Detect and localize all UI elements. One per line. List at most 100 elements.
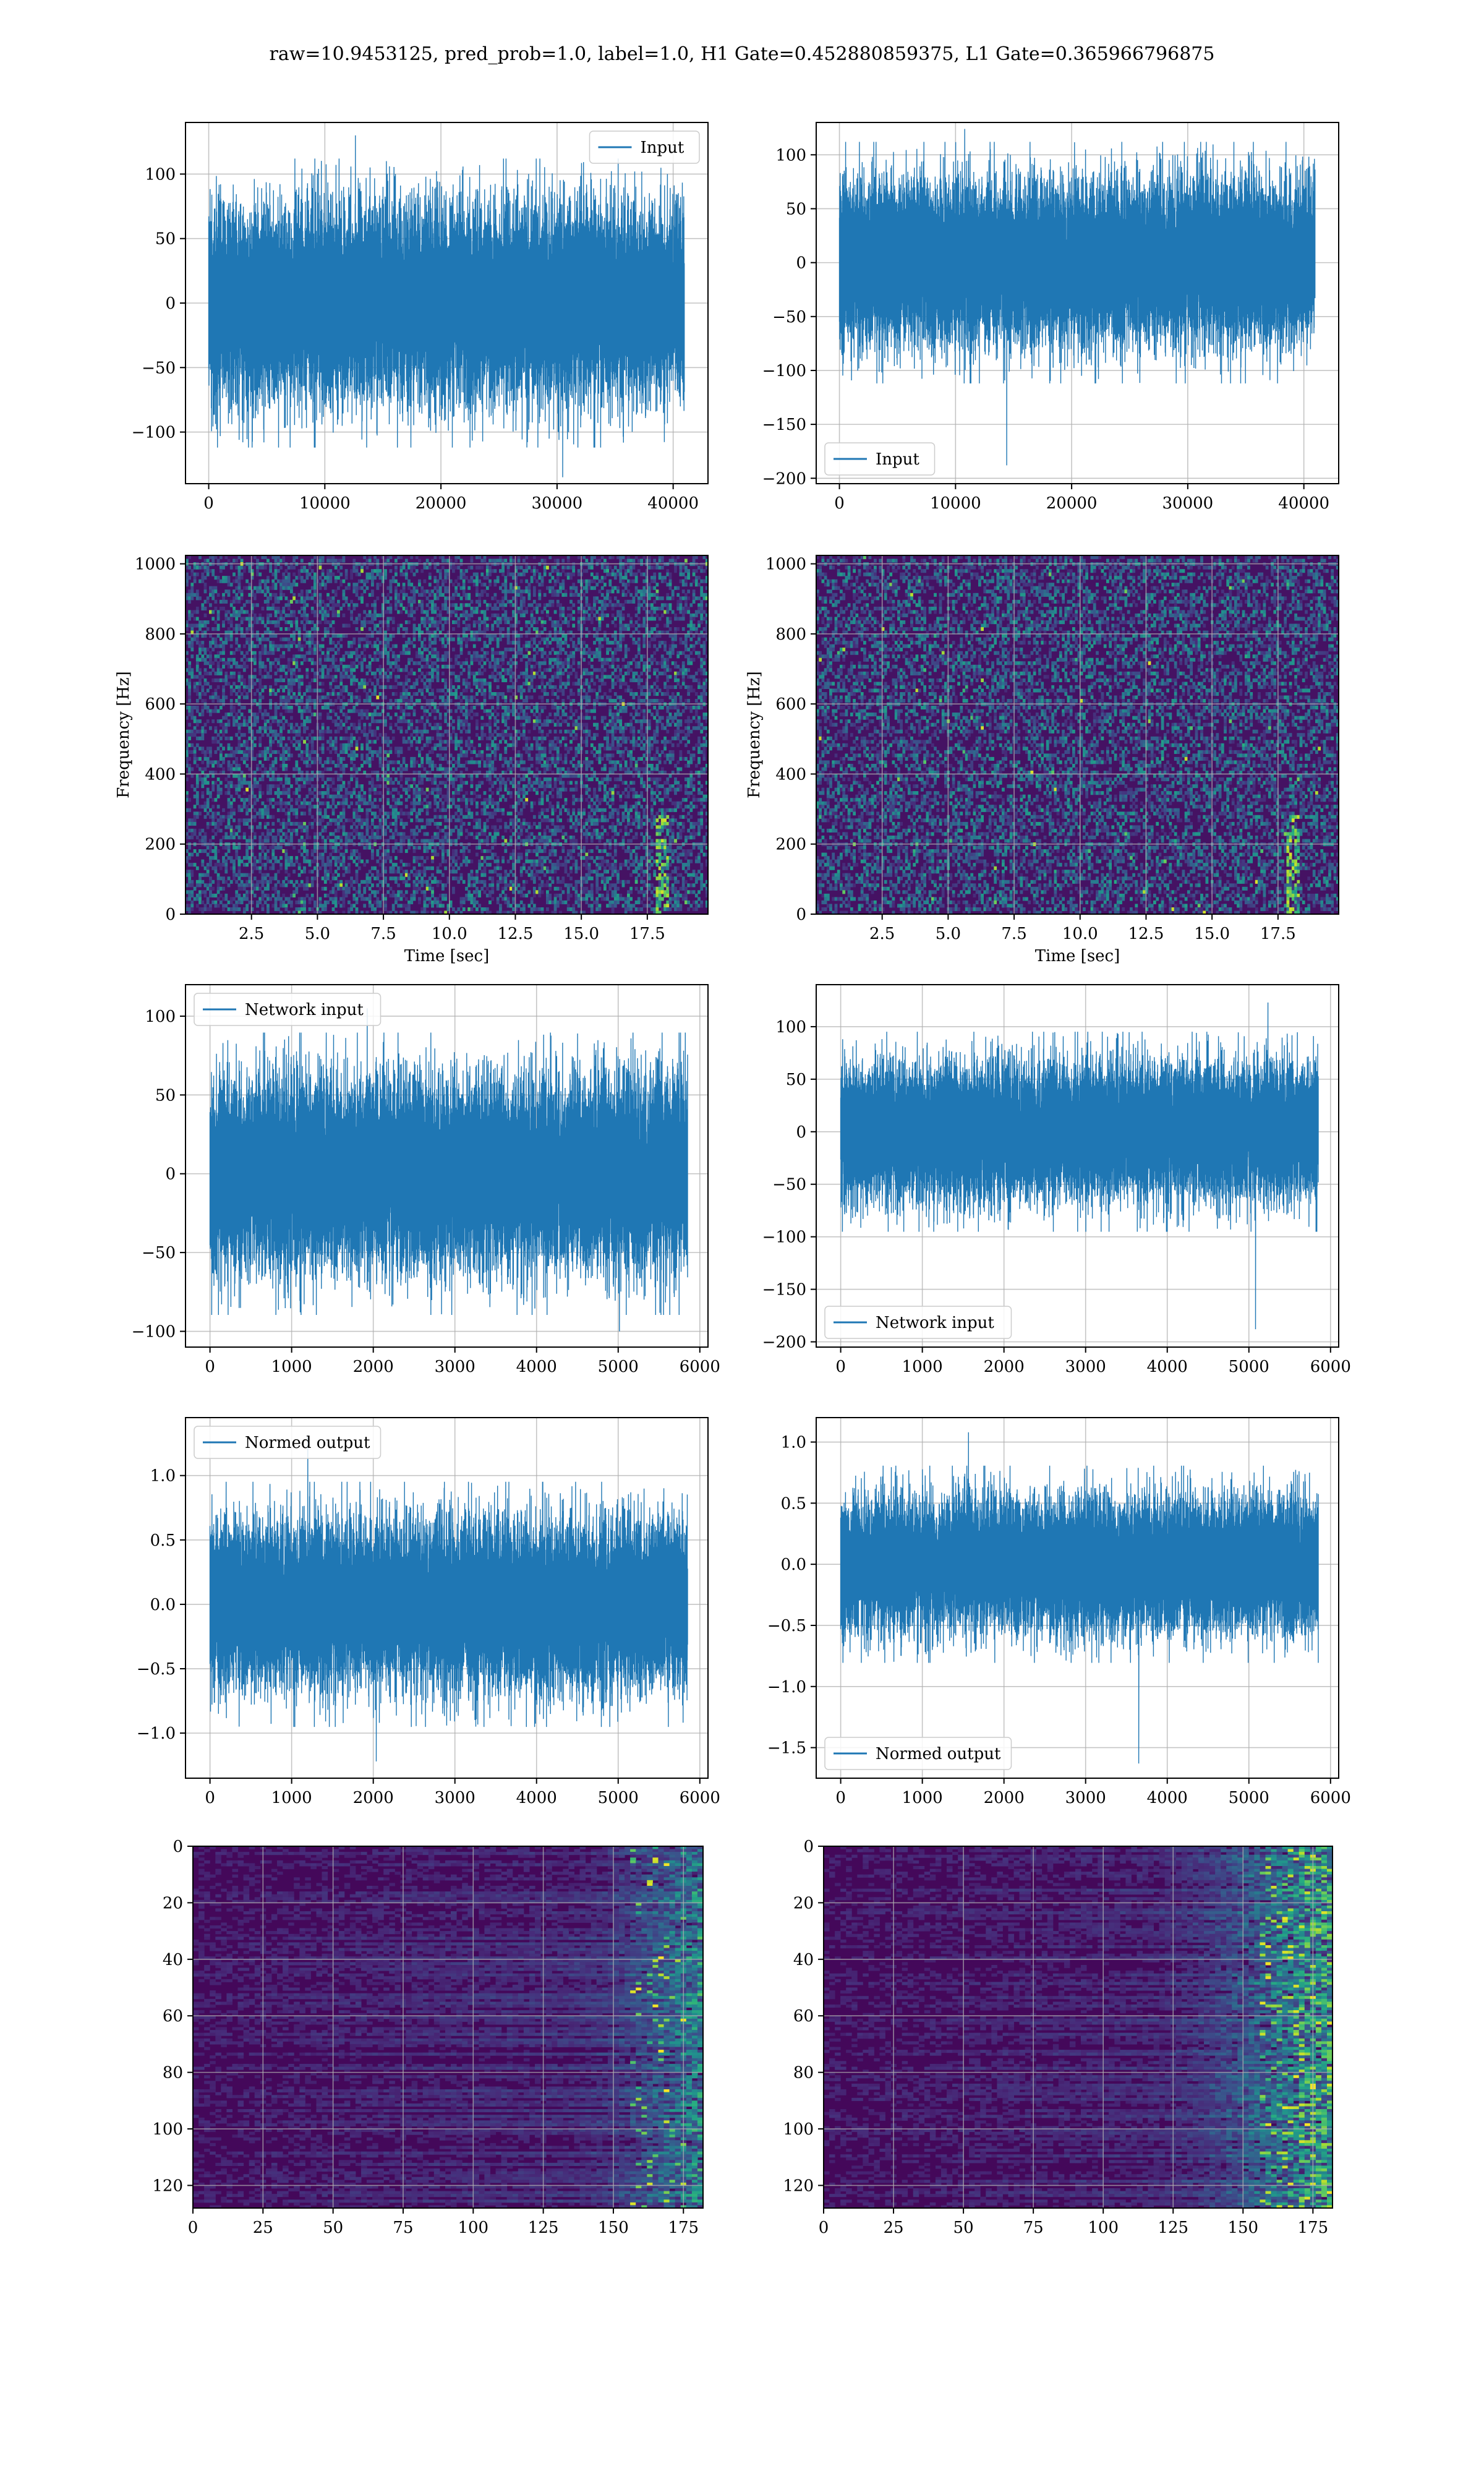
spectrogram-cell — [700, 620, 704, 625]
spectrogram-cell — [506, 627, 510, 631]
spectrogram-cell — [224, 729, 228, 734]
spectrogram-cell — [365, 664, 369, 669]
spectrogram-cell — [593, 634, 596, 638]
spectrogram-cell — [527, 565, 531, 570]
spectrogram-cell — [559, 613, 562, 617]
spectrogram-cell — [676, 555, 680, 560]
spectrogram-cell — [339, 559, 343, 563]
spectrogram-cell — [705, 627, 709, 631]
spectrogram-cell — [276, 722, 280, 727]
spectrogram-cell — [467, 671, 471, 675]
spectrogram-cell — [282, 593, 286, 597]
spectrogram-cell — [219, 637, 223, 641]
spectrogram-cell — [684, 596, 688, 601]
spectrogram-cell — [637, 648, 641, 652]
spectrogram-cell — [564, 657, 568, 662]
spectrogram-cell — [276, 559, 280, 563]
spectrogram-cell — [222, 664, 225, 669]
spectrogram-cell — [420, 651, 424, 655]
spectrogram-cell — [663, 726, 667, 730]
spectrogram-cell — [350, 722, 353, 727]
spectrogram-cell — [433, 722, 437, 727]
spectrogram-cell — [689, 627, 693, 631]
spectrogram-cell — [295, 675, 299, 679]
spectrogram-cell — [483, 555, 487, 560]
spectrogram-cell — [276, 579, 280, 583]
spectrogram-cell — [700, 579, 704, 583]
spectrogram-cell — [553, 637, 557, 641]
spectrogram-cell — [269, 620, 272, 625]
spectrogram-cell — [668, 627, 672, 631]
spectrogram-cell — [692, 706, 696, 710]
spectrogram-cell — [321, 695, 325, 700]
spectrogram-cell — [553, 593, 557, 597]
spectrogram-cell — [504, 668, 508, 672]
spectrogram-cell — [363, 644, 367, 648]
spectrogram-cell — [603, 637, 607, 641]
spectrogram-cell — [501, 559, 505, 563]
spectrogram-cell — [538, 706, 542, 710]
spectrogram-cell — [689, 688, 693, 693]
spectrogram-cell — [532, 719, 536, 724]
spectrogram-cell — [637, 651, 641, 655]
spectrogram-cell — [290, 641, 293, 645]
spectrogram-cell — [441, 617, 445, 621]
spectrogram-cell — [425, 617, 429, 621]
spectrogram-cell — [418, 729, 421, 734]
spectrogram-cell — [470, 688, 474, 693]
spectrogram-cell — [203, 682, 207, 686]
spectrogram-cell — [256, 603, 259, 607]
spectrogram-cell — [509, 555, 513, 560]
spectrogram-cell — [462, 634, 466, 638]
spectrogram-cell — [274, 713, 278, 717]
spectrogram-cell — [624, 627, 628, 631]
spectrogram-cell — [475, 678, 479, 682]
spectrogram-cell — [404, 695, 408, 700]
spectrogram-cell — [261, 620, 265, 625]
spectrogram-cell — [668, 706, 672, 710]
spectrogram-cell — [480, 648, 484, 652]
spectrogram-cell — [632, 579, 636, 583]
spectrogram-cell — [517, 729, 521, 734]
spectrogram-cell — [203, 589, 207, 594]
spectrogram-cell — [229, 685, 233, 689]
spectrogram-cell — [269, 726, 272, 730]
spectrogram-cell — [397, 623, 400, 628]
spectrogram-cell — [329, 555, 333, 560]
spectrogram-cell — [480, 688, 484, 693]
spectrogram-cell — [514, 695, 518, 700]
spectrogram-cell — [198, 565, 202, 570]
spectrogram-cell — [193, 565, 197, 570]
spectrogram-cell — [488, 682, 492, 686]
spectrogram-cell — [308, 634, 312, 638]
spectrogram-cell — [206, 661, 210, 666]
spectrogram-cell — [692, 613, 696, 617]
spectrogram-cell — [587, 729, 591, 734]
spectrogram-cell — [687, 692, 690, 696]
spectrogram-cell — [499, 630, 502, 635]
spectrogram-cell — [418, 651, 421, 655]
spectrogram-cell — [692, 634, 696, 638]
spectrogram-cell — [232, 719, 236, 724]
spectrogram-cell — [606, 572, 609, 576]
spectrogram-cell — [303, 596, 306, 601]
spectrogram-cell — [467, 586, 471, 590]
spectrogram-cell — [339, 579, 343, 583]
spectrogram-cell — [206, 709, 210, 713]
spectrogram-cell — [420, 706, 424, 710]
spectrogram-cell — [632, 657, 636, 662]
spectrogram-cell — [331, 654, 335, 659]
spectrogram-cell — [582, 722, 586, 727]
spectrogram-cell — [258, 709, 262, 713]
spectrogram-cell — [538, 675, 542, 679]
spectrogram-cell — [705, 682, 709, 686]
spectrogram-cell — [190, 675, 194, 679]
spectrogram-cell — [206, 569, 210, 573]
spectrogram-cell — [267, 719, 270, 724]
spectrogram-cell — [527, 593, 531, 597]
spectrogram-cell — [543, 620, 547, 625]
spectrogram-cell — [371, 634, 374, 638]
spectrogram-cell — [684, 599, 688, 604]
spectrogram-cell — [384, 576, 387, 580]
spectrogram-cell — [465, 610, 468, 614]
